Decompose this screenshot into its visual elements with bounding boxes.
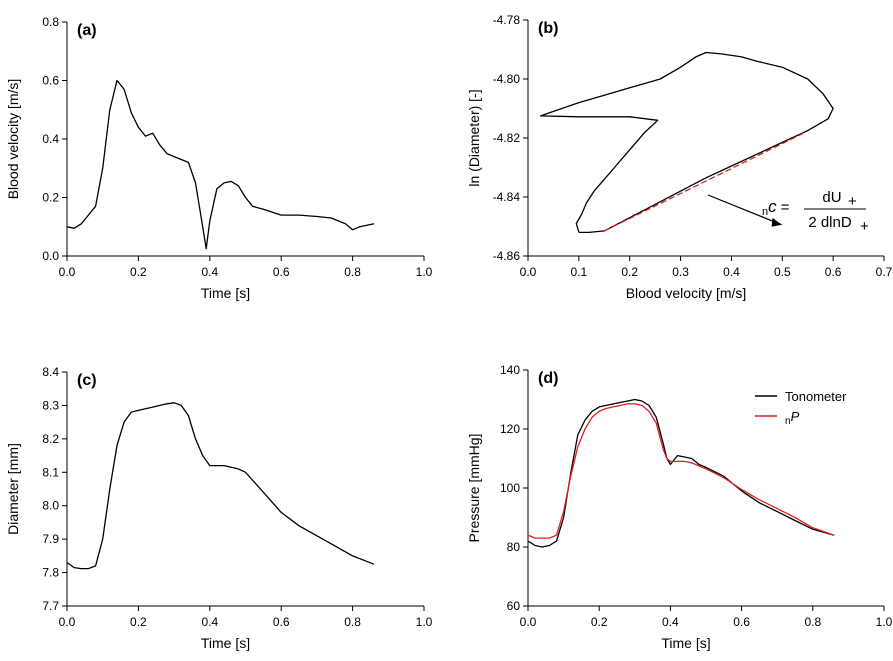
y-tick-label: 0.2 [42, 191, 59, 205]
legend-label-name: P [791, 409, 800, 424]
y-tick-label: 140 [500, 363, 520, 377]
legend-label: nP [785, 409, 800, 427]
x-tick-label: 1.0 [416, 615, 433, 629]
x-tick-label: 0.4 [662, 615, 679, 629]
x-tick-label: 0.0 [520, 615, 537, 629]
equation-numerator: dU [822, 189, 841, 206]
equation-numerator-sub: + [848, 193, 857, 210]
panel-label: (b) [538, 20, 558, 37]
x-tick-label: 0.7 [876, 265, 893, 279]
x-tick-label: 1.0 [416, 265, 433, 279]
annotation-arrow-shaft [707, 194, 782, 226]
series-line [66, 79, 375, 250]
x-tick-label: 0.6 [273, 615, 290, 629]
x-tick-label: 0.6 [825, 265, 842, 279]
equation-denominator: 2 dlnD [808, 214, 852, 231]
series-p [527, 403, 835, 539]
y-tick-label: 8.2 [42, 432, 59, 446]
series-line [66, 402, 375, 570]
panel-d: 0.0 0.2 0.4 0.6 0.8 1.0 60 80 100 120 140 Time [s] P… [466, 363, 893, 651]
y-tick-label: -4.82 [493, 131, 521, 145]
panel-label: (c) [77, 372, 97, 389]
y-axis-label: Diameter [mm] [5, 443, 21, 535]
panel-b: 0.0 0.1 0.2 0.3 0.4 0.5 0.6 0.7 -4.86 -4.84 -4.82 -… [466, 13, 893, 301]
x-tick-label: 0.2 [621, 265, 638, 279]
y-tick-label: -4.80 [493, 72, 521, 86]
y-tick-label: 80 [507, 540, 521, 554]
x-tick-label: 0.4 [201, 265, 218, 279]
x-axis-label: Blood velocity [m/s] [626, 285, 747, 301]
panel-label: (d) [538, 370, 558, 387]
legend-label: Tonometer [785, 389, 847, 404]
x-tick-label: 0.0 [59, 615, 76, 629]
y-tick-label: -4.86 [493, 249, 521, 263]
y-tick-label: 120 [500, 422, 520, 436]
x-tick-label: 0.6 [273, 265, 290, 279]
y-tick-label: 0.4 [42, 132, 59, 146]
x-tick-label: 0.8 [344, 265, 361, 279]
panel-c: 0.0 0.2 0.4 0.6 0.8 1.0 7.7 7.8 7.9 8.0 8.1 8.2 8.3 8… [5, 365, 433, 651]
x-tick-label: 1.0 [876, 615, 893, 629]
y-tick-label: 8.1 [42, 465, 59, 479]
equation-lhs: nc = [762, 197, 790, 218]
y-tick-label: 8.3 [42, 398, 59, 412]
equation-prefix: n [762, 206, 768, 218]
x-tick-label: 0.1 [571, 265, 588, 279]
y-tick-label: 7.9 [42, 532, 59, 546]
panel-a: 0.0 0.2 0.4 0.6 0.8 1.0 0.0 0.2 0.4 0.6 0.8 Time [s… [5, 15, 433, 301]
y-tick-label: 0.8 [42, 15, 59, 29]
annotation-arrow-head [771, 217, 782, 227]
equation-equals: = [777, 199, 790, 216]
y-axis-label: Blood velocity [m/s] [5, 79, 21, 200]
panel-label: (a) [77, 22, 97, 39]
x-tick-label: 0.3 [672, 265, 689, 279]
x-tick-label: 0.2 [591, 615, 608, 629]
y-tick-label: 8.4 [42, 365, 59, 379]
y-tick-label: -4.78 [493, 13, 521, 27]
y-tick-label: 0.6 [42, 74, 59, 88]
x-tick-label: 0.4 [723, 265, 740, 279]
x-tick-label: 0.5 [774, 265, 791, 279]
equation-c: c [768, 197, 777, 216]
x-tick-label: 0.2 [130, 265, 147, 279]
legend-label-prefix: n [785, 416, 791, 427]
x-tick-label: 0.6 [733, 615, 750, 629]
y-axis-label: Pressure [mmHg] [466, 434, 482, 543]
x-axis-label: Time [s] [201, 635, 250, 651]
y-tick-label: 100 [500, 481, 520, 495]
x-tick-label: 0.2 [130, 615, 147, 629]
x-tick-label: 0.0 [520, 265, 537, 279]
x-axis-label: Time [s] [661, 635, 710, 651]
series-line [540, 51, 834, 234]
x-tick-label: 0.4 [201, 615, 218, 629]
x-tick-label: 0.8 [804, 615, 821, 629]
y-tick-label: 60 [507, 599, 521, 613]
y-tick-label: -4.84 [493, 190, 521, 204]
x-tick-label: 0.8 [344, 615, 361, 629]
series-line [604, 133, 803, 232]
y-tick-label: 8.0 [42, 499, 59, 513]
y-axis-label: ln (Diameter) [-] [466, 89, 482, 186]
equation-denominator-sub: + [860, 218, 869, 235]
y-tick-label: 7.7 [42, 599, 59, 613]
y-tick-label: 0.0 [42, 249, 59, 263]
y-tick-label: 7.8 [42, 566, 59, 580]
x-axis-label: Time [s] [201, 285, 250, 301]
x-tick-label: 0.0 [59, 265, 76, 279]
